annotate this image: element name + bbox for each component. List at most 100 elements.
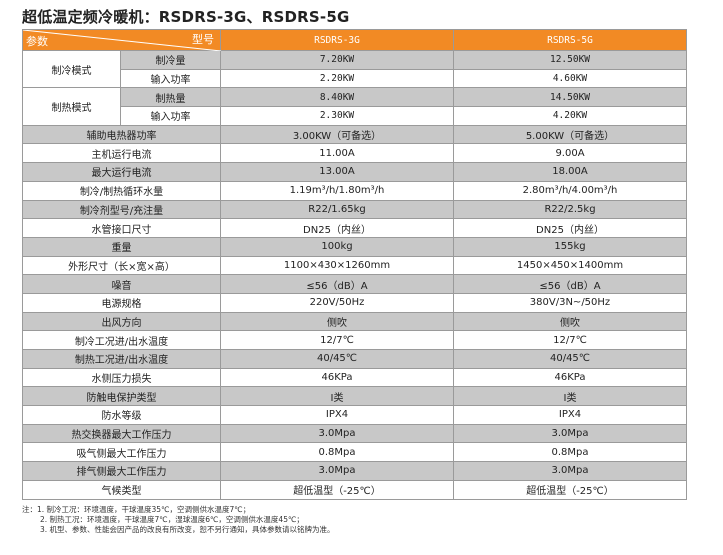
row-label: 出风方向 [22, 311, 221, 332]
table-row: 防触电保护类型 I类 I类 [22, 386, 687, 407]
row-value: 2.30KW [220, 106, 454, 126]
row-label: 吸气侧最大工作压力 [22, 442, 221, 463]
table-row: 制冷/制热循环水量 1.19m³/h/1.80m³/h 2.80m³/h/4.00m… [22, 180, 687, 201]
page-title: 超低温定频冷暖机：RSDRS-3G、RSDRS-5G [22, 8, 350, 26]
row-label: 制冷/制热循环水量 [22, 180, 221, 201]
row-label: 防水等级 [22, 405, 221, 425]
row-value: 4.60KW [453, 68, 687, 89]
row-value: 3.00KW（可备选） [220, 124, 454, 145]
row-value: 11.00A [220, 143, 454, 164]
table-row: 制热工况进/出水温度 40/45℃ 40/45℃ [22, 349, 687, 369]
row-value: 100kg [220, 236, 454, 257]
row-label: 制热工况进/出水温度 [22, 349, 221, 369]
note-item: 2. 制热工况：环境温度，干球温度7℃，湿球温度6℃，空调侧供水温度45℃； [40, 515, 304, 524]
row-value: IPX4 [220, 405, 454, 425]
row-value: 2.20KW [220, 68, 454, 89]
table-row: 重量 100kg 155kg [22, 236, 687, 257]
notes: 注：1. 制冷工况：环境温度，干球温度35℃，空调侧供水温度7℃； 2. 制热工… [22, 505, 335, 535]
row-value: R22/2.5kg [453, 199, 687, 220]
table-row: 制热模式 制热量 8.40KW 14.50KW [22, 87, 687, 126]
row-label: 重量 [22, 236, 221, 257]
row-value: 380V/3N~/50Hz [453, 292, 687, 313]
table-row: 辅助电热器功率 3.00KW（可备选） 5.00KW（可备选） [22, 124, 687, 145]
row-value: 12/7℃ [220, 330, 454, 350]
row-value: 12/7℃ [453, 330, 687, 350]
header-diagonal-cell: 型号 参数 [22, 29, 221, 51]
group-label: 制冷模式 [22, 49, 121, 89]
row-value: 220V/50Hz [220, 292, 454, 313]
table-row: 气候类型 超低温型（-25℃） 超低温型（-25℃） [22, 479, 687, 500]
row-value: 3.0Mpa [220, 461, 454, 481]
row-value: 7.20KW [220, 50, 454, 70]
table-row: 制冷工况进/出水温度 12/7℃ 12/7℃ [22, 330, 687, 350]
row-value: 46KPa [453, 367, 687, 388]
notes-prefix: 注： [22, 505, 37, 514]
row-value: ≤56（dB）A [453, 274, 687, 294]
model-label: 型号 [192, 33, 214, 46]
row-label: 输入功率 [120, 106, 221, 126]
row-value: 2.80m³/h/4.00m³/h [453, 180, 687, 201]
row-value: 超低温型（-25℃） [220, 479, 454, 500]
table-row: 防水等级 IPX4 IPX4 [22, 405, 687, 425]
row-value: 侧吹 [220, 311, 454, 332]
row-value: 12.50KW [453, 50, 687, 70]
row-value: 3.0Mpa [453, 423, 687, 444]
row-value: I类 [220, 386, 454, 407]
row-label: 水侧压力损失 [22, 367, 221, 388]
table-row: 水管接口尺寸 DN25（内丝） DN25（内丝） [22, 218, 687, 238]
spec-table: 型号 参数 RSDRS-3G RSDRS-5G 制冷模式 制冷量 7.20KW 12.… [22, 29, 687, 500]
row-label: 电源规格 [22, 292, 221, 313]
note-item: 1. 制冷工况：环境温度，干球温度35℃，空调侧供水温度7℃； [37, 505, 251, 514]
row-label: 制热量 [120, 87, 221, 108]
row-value: 8.40KW [220, 87, 454, 108]
row-value: 5.00KW（可备选） [453, 124, 687, 145]
row-label: 制冷剂型号/充注量 [22, 199, 221, 220]
table-row: 电源规格 220V/50Hz 380V/3N~/50Hz [22, 292, 687, 313]
table-row: 制冷模式 制冷量 7.20KW 12.50KW [22, 49, 687, 89]
row-value: 14.50KW [453, 87, 687, 108]
row-value: 40/45℃ [453, 349, 687, 369]
table-row: 水侧压力损失 46KPa 46KPa [22, 367, 687, 388]
note-item: 3. 机型、参数、性能会因产品的改良有所改变，恕不另行通知，具体参数请以铭牌为准… [40, 525, 335, 534]
row-label: 噪音 [22, 274, 221, 294]
row-value: I类 [453, 386, 687, 407]
table-row: 噪音 ≤56（dB）A ≤56（dB）A [22, 274, 687, 294]
row-value: 18.00A [453, 162, 687, 182]
row-value: 46KPa [220, 367, 454, 388]
row-value: 0.8Mpa [453, 442, 687, 463]
row-value: 0.8Mpa [220, 442, 454, 463]
row-label: 外形尺寸（长×宽×高） [22, 255, 221, 276]
row-value: ≤56（dB）A [220, 274, 454, 294]
table-row: 输入功率 2.30KW 4.20KW [23, 106, 687, 126]
row-value: 13.00A [220, 162, 454, 182]
row-label: 防触电保护类型 [22, 386, 221, 407]
row-label: 排气侧最大工作压力 [22, 461, 221, 481]
row-label: 水管接口尺寸 [22, 218, 221, 238]
table-row: 出风方向 侧吹 侧吹 [22, 311, 687, 332]
row-label: 最大运行电流 [22, 162, 221, 182]
table-row: 主机运行电流 11.00A 9.00A [22, 143, 687, 164]
group-label: 制热模式 [22, 87, 121, 126]
row-value: R22/1.65kg [220, 199, 454, 220]
row-label: 热交换器最大工作压力 [22, 423, 221, 444]
row-label: 主机运行电流 [22, 143, 221, 164]
row-value: DN25（内丝） [453, 218, 687, 238]
row-value: 4.20KW [453, 106, 687, 126]
row-value: 40/45℃ [220, 349, 454, 369]
row-value: 3.0Mpa [220, 423, 454, 444]
row-value: DN25（内丝） [220, 218, 454, 238]
table-row: 排气侧最大工作压力 3.0Mpa 3.0Mpa [22, 461, 687, 481]
row-label: 辅助电热器功率 [22, 124, 221, 145]
table-row: 热交换器最大工作压力 3.0Mpa 3.0Mpa [22, 423, 687, 444]
row-label: 制冷工况进/出水温度 [22, 330, 221, 350]
row-value: 超低温型（-25℃） [453, 479, 687, 500]
row-value: 155kg [453, 236, 687, 257]
table-row: 最大运行电流 13.00A 18.00A [22, 162, 687, 182]
row-value: 9.00A [453, 143, 687, 164]
row-value: 侧吹 [453, 311, 687, 332]
row-label: 输入功率 [120, 68, 221, 89]
param-label: 参数 [26, 35, 48, 48]
row-value: 1.19m³/h/1.80m³/h [220, 180, 454, 201]
table-row: 输入功率 2.20KW 4.60KW [23, 68, 687, 89]
row-value: 1100×430×1260mm [220, 255, 454, 276]
